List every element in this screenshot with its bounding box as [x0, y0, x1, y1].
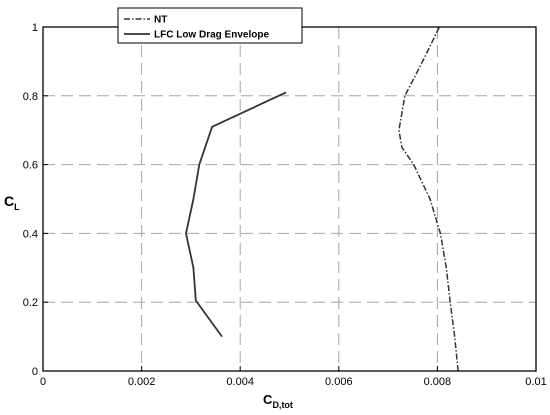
- x-tick-label: 0: [40, 376, 46, 388]
- y-tick-label: 0.4: [23, 228, 38, 240]
- legend-box: [117, 7, 303, 44]
- x-axis-title-subscript: D,tot: [272, 400, 293, 410]
- x-tick-label: 0.004: [226, 376, 254, 388]
- y-axis-title-subscript: L: [14, 202, 20, 212]
- y-tick-label: 0: [32, 366, 38, 378]
- axis-ticks: 0 0.002 0.004 0.006 0.008 0.01 0 0.2 0.4 0.6 0.8 1: [23, 22, 547, 388]
- x-tick-label: 0.006: [325, 376, 353, 388]
- x-axis-title-main: C: [263, 392, 273, 407]
- y-axis-title: CL: [4, 193, 20, 212]
- y-tick-label: 0.8: [23, 91, 38, 103]
- y-tick-label: 0.2: [23, 297, 38, 309]
- series-layer: [185, 26, 459, 372]
- x-axis-title: CD,tot: [263, 392, 293, 410]
- legend-label-lfc: LFC Low Drag Envelope: [154, 30, 269, 41]
- series-line-lfc: [185, 91, 287, 338]
- y-axis-title-main: C: [4, 193, 14, 209]
- x-tick-label: 0.008: [424, 376, 452, 388]
- legend: NT LFC Low Drag Envelope: [117, 7, 303, 44]
- x-tick-label: 0.01: [525, 376, 546, 388]
- legend-label-nt: NT: [154, 15, 167, 26]
- series-line-nt: [398, 26, 459, 372]
- y-tick-label: 0.6: [23, 160, 38, 172]
- y-tick-label: 1: [32, 22, 38, 34]
- grid-lines: [43, 27, 536, 371]
- x-tick-label: 0.002: [128, 376, 156, 388]
